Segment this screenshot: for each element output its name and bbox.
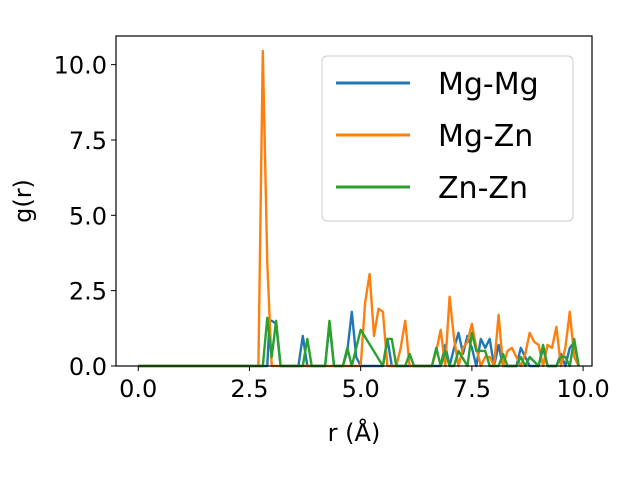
x-axis-label: r (Å) [328,418,381,447]
y-tick-label-4: 10.0 [54,52,107,80]
legend-label-2: Zn-Zn [438,171,528,206]
x-tick-label-2: 5.0 [342,375,380,403]
legend-label-0: Mg-Mg [438,67,539,102]
series-line-1 [138,49,580,368]
x-tick-label-0: 0.0 [119,375,157,403]
x-tick-label-4: 10.0 [556,375,609,403]
ticks-layer: 0.0 2.5 5.0 7.5 10.0 0.0 2.5 5.0 7.5 10.0 [54,52,610,403]
legend-box [321,55,574,222]
series-line-2 [138,316,580,368]
legend: Mg-Mg Mg-Zn Zn-Zn [321,55,574,222]
y-tick-label-0: 0.0 [69,353,107,381]
x-tick-label-3: 7.5 [453,375,491,403]
legend-label-1: Mg-Zn [438,119,533,154]
plot-frame [115,35,593,367]
y-tick-label-1: 2.5 [69,278,107,306]
y-axis-label: g(r) [9,179,37,223]
x-tick-label-1: 2.5 [230,375,268,403]
y-tick-label-3: 7.5 [69,127,107,155]
y-tick-label-2: 5.0 [69,202,107,230]
